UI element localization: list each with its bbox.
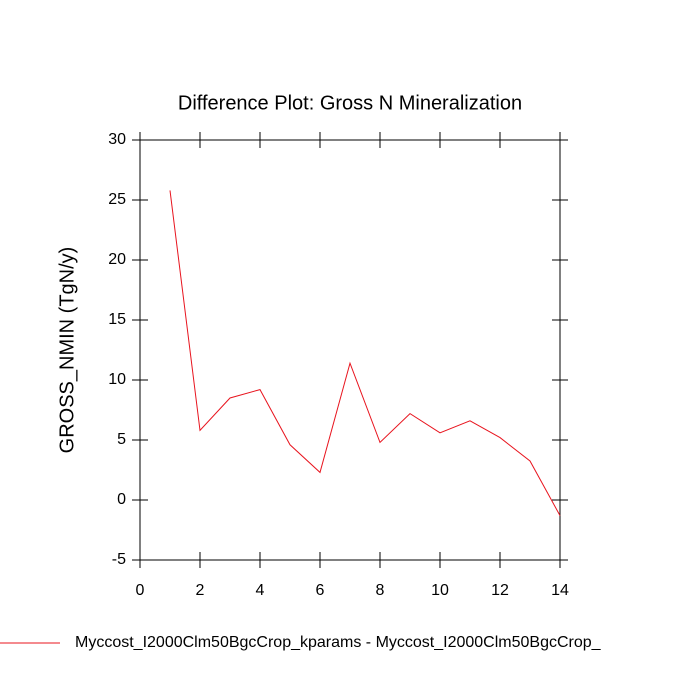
x-tick-label: 0 [136, 582, 145, 599]
x-tick-label: 14 [551, 582, 569, 599]
y-tick-label: 25 [108, 191, 126, 208]
y-tick-label: 15 [108, 311, 126, 328]
x-tick-label: 12 [491, 582, 509, 599]
x-tick-label: 6 [316, 582, 325, 599]
y-tick-label: 10 [108, 371, 126, 388]
y-tick-label: 20 [108, 251, 126, 268]
y-axis-label: GROSS_NMIN (TgN/y) [56, 247, 78, 454]
y-tick-label: -5 [112, 551, 126, 568]
x-tick-label: 2 [196, 582, 205, 599]
legend-label: Myccost_I2000Clm50BgcCrop_kparams - Mycc… [75, 634, 602, 651]
y-tick-label: 0 [117, 491, 126, 508]
data-line [169, 190, 561, 516]
y-tick-label: 30 [108, 131, 126, 148]
plot-frame [139, 139, 561, 561]
x-tick-label: 4 [256, 582, 265, 599]
x-tick-label: 10 [431, 582, 449, 599]
y-tick-label: 5 [117, 431, 126, 448]
x-tick-label: 8 [376, 582, 385, 599]
chart-title: Difference Plot: Gross N Mineralization [178, 92, 522, 114]
